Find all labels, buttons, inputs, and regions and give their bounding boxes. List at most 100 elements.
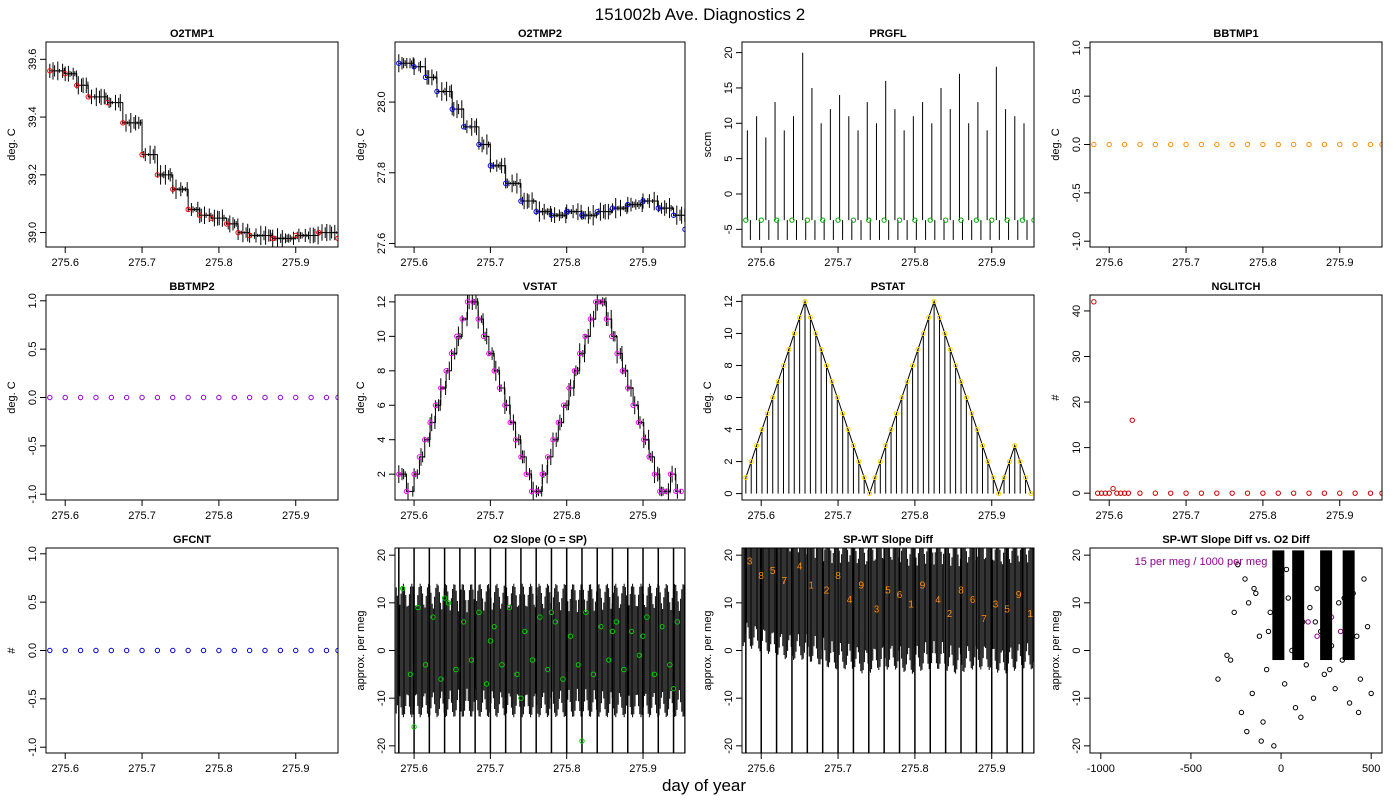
data-point <box>1357 676 1364 682</box>
x-tick-label: 275.7 <box>1172 257 1200 269</box>
data-point <box>1368 690 1374 697</box>
y-tick-label: 0 <box>723 647 735 653</box>
y-tick-label: 0 <box>1071 647 1083 653</box>
chart-title: BBTMP1 <box>1213 28 1258 40</box>
data-point <box>657 488 663 495</box>
x-tick-label: 275.8 <box>553 257 581 269</box>
data-point <box>598 623 604 630</box>
chart-panel-7: PSTAT deg. C 275.6 275.7 275.8 275.9 0 2 4 6 8 10 12 <box>702 281 1035 522</box>
data-point <box>927 217 933 223</box>
dense-cluster <box>1292 550 1305 661</box>
data-point <box>262 394 268 401</box>
data-point <box>208 215 214 221</box>
data-point <box>834 395 840 400</box>
data-label: 3 <box>993 600 999 611</box>
data-point <box>506 604 513 611</box>
data-point <box>430 614 436 620</box>
data-point <box>609 628 616 635</box>
data-point <box>1114 490 1120 496</box>
data-point <box>1303 662 1309 668</box>
y-tick-label: 20 <box>1071 549 1083 561</box>
data-point <box>802 298 808 304</box>
y-tick-label: 39.2 <box>27 164 39 185</box>
data-point <box>1321 671 1328 678</box>
y-tick-label: 0.5 <box>1071 89 1083 104</box>
data-point <box>539 471 545 477</box>
y-tick-label: 2 <box>376 471 388 477</box>
data-point <box>867 491 873 497</box>
data-layer <box>47 61 338 247</box>
data-point <box>277 394 284 401</box>
data-label: 6 <box>970 595 976 606</box>
noise-band <box>395 583 685 718</box>
data-point <box>989 217 995 223</box>
data-point <box>216 647 222 654</box>
x-tick-label: 275.9 <box>1326 257 1354 269</box>
data-point <box>567 633 574 639</box>
y-tick-label: 39.4 <box>27 106 39 127</box>
x-tick-label: 275.6 <box>51 257 79 269</box>
data-point <box>1281 681 1288 687</box>
data-layer <box>47 647 338 654</box>
data-point <box>487 163 494 169</box>
data-point <box>910 362 916 368</box>
data-point <box>1098 490 1105 496</box>
chart-title: GFCNT <box>173 534 211 546</box>
chart-title: O2TMP1 <box>170 28 214 40</box>
data-point <box>1332 685 1338 692</box>
data-point <box>926 314 932 320</box>
data-label: 7 <box>781 576 787 587</box>
data-point <box>840 411 846 417</box>
chart-panel-3: PRGFL sccm 275.6 275.7 275.8 275.9 -5 0 5 10 15 20 <box>702 28 1035 269</box>
x-tick-label: 275.9 <box>282 510 310 522</box>
data-point <box>293 394 299 401</box>
data-point <box>216 394 222 401</box>
data-point <box>1125 490 1132 496</box>
data-point <box>818 346 824 352</box>
data-point <box>1028 491 1034 497</box>
data-point <box>1361 576 1367 582</box>
y-tick-label: 15 <box>723 82 735 94</box>
data-point <box>583 609 589 616</box>
y-axis-label: deg. C <box>355 128 367 160</box>
data-point <box>537 614 543 620</box>
data-point <box>1001 475 1007 481</box>
data-point <box>872 475 878 481</box>
data-point <box>139 151 145 158</box>
data-point <box>1283 566 1290 573</box>
y-tick-label: -1.0 <box>27 738 39 757</box>
x-tick-label: 275.9 <box>282 763 310 775</box>
data-point <box>942 330 948 336</box>
plot-frame <box>1089 41 1383 248</box>
x-tick-label: 275.8 <box>901 257 929 269</box>
data-point <box>807 314 813 320</box>
data-point <box>850 443 856 449</box>
data-point <box>614 350 620 357</box>
y-tick-label: 0 <box>1071 490 1083 496</box>
data-label: 1 <box>1027 609 1033 620</box>
data-point <box>468 657 475 663</box>
data-label: 3 <box>747 557 753 568</box>
data-point <box>123 647 130 654</box>
y-tick-label: -0.5 <box>27 689 39 708</box>
data-point <box>443 368 449 374</box>
data-point <box>529 657 536 663</box>
x-tick-label: 275.7 <box>477 257 505 269</box>
y-tick-label: 39.0 <box>27 222 39 243</box>
data-point <box>1012 443 1018 449</box>
data-label: 7 <box>981 614 987 625</box>
y-tick-label: 8 <box>723 362 735 368</box>
chart-title: SP-WT Slope Diff vs. O2 Diff <box>1162 534 1310 546</box>
x-tick-label: 275.6 <box>747 763 775 775</box>
data-point <box>544 454 551 460</box>
data-layer <box>396 54 685 233</box>
data-point <box>120 120 126 126</box>
data-point <box>1198 490 1205 496</box>
x-tick-label: 275.8 <box>205 257 233 269</box>
y-tick-label: 6 <box>376 402 388 408</box>
data-point <box>1285 595 1291 601</box>
data-point <box>789 217 795 223</box>
data-point <box>1337 628 1344 635</box>
